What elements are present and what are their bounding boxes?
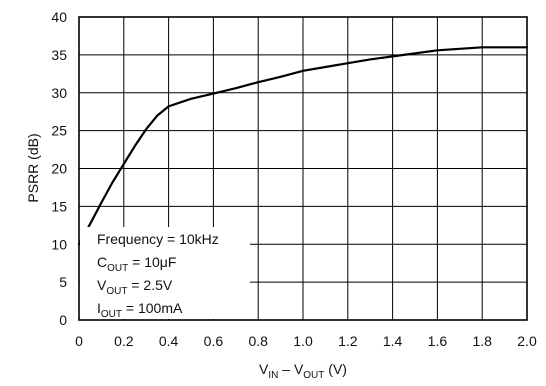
x-axis-title: VIN – VOUT (V) [259,361,347,381]
y-tick-label: 10 [51,236,67,252]
x-tick-label: 1.0 [293,333,313,349]
x-tick-label: 0.4 [159,333,179,349]
annotation-line: COUT = 10μF [97,254,176,274]
psrr-series-line [77,46,529,246]
annotation-background [80,227,250,319]
x-tick-label: 1.6 [428,333,448,349]
plot-frame [78,16,528,321]
x-tick-label: 1.4 [383,333,403,349]
x-tick-label: 1.2 [338,333,358,349]
y-tick-label: 20 [51,161,67,177]
annotation-box: Frequency = 10kHz COUT = 10μF VOUT = 2.5V I… [80,227,250,320]
annotation-line: IOUT = 100mA [97,300,183,320]
x-axis-title-sub-out: OUT [303,370,324,381]
y-tick-label: 30 [51,85,67,101]
y-tick-label: 0 [59,312,67,328]
y-tick-label: 35 [51,47,67,63]
tick-labels: 0 0.2 0.4 0.6 0.8 1.0 1.2 1.4 1.6 1.8 2.0 0 5 10 15 20 2… [51,9,537,349]
y-tick-label: 5 [59,274,67,290]
y-tick-label: 40 [51,9,67,25]
x-axis-title-mid: – V [278,361,304,377]
x-tick-label: 2.0 [517,333,537,349]
x-tick-label: 0 [75,333,83,349]
x-tick-label: 0.8 [248,333,268,349]
annotation-line: VOUT = 2.5V [97,277,173,297]
x-axis-title-unit: (V) [324,361,347,377]
y-tick-label: 15 [51,198,67,214]
series [77,46,529,246]
x-tick-label: 0.2 [114,333,134,349]
annotation-line: Frequency = 10kHz [97,231,219,247]
y-tick-label: 25 [51,123,67,139]
x-tick-label: 0.6 [204,333,224,349]
x-axis-title-sub-in: IN [268,370,278,381]
x-axis-title-v: V [259,361,269,377]
x-tick-label: 1.8 [472,333,492,349]
y-axis-title: PSRR (dB) [25,133,41,202]
